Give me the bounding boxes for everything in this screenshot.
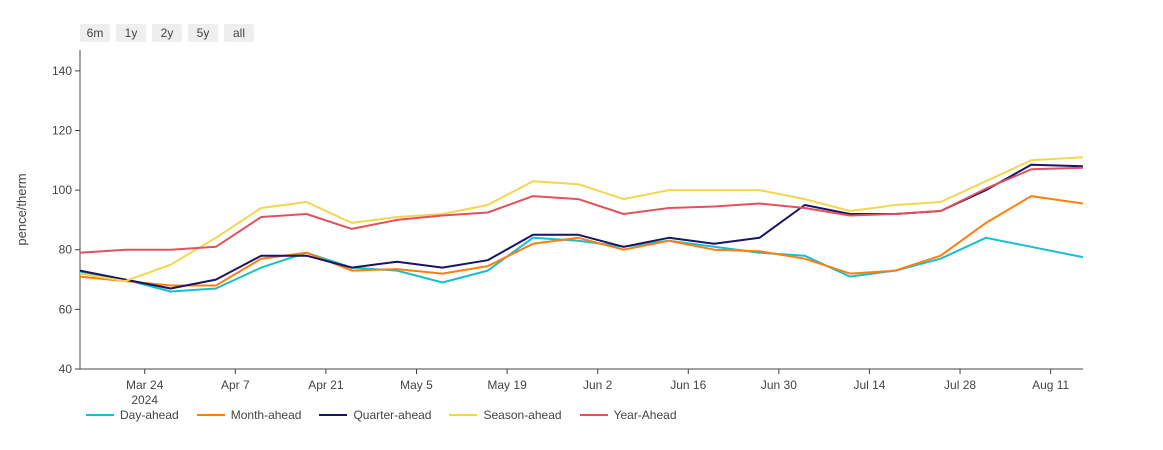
- x-tick-label: Aug 11: [1032, 378, 1069, 392]
- series-line-month-ahead: [80, 195, 1083, 287]
- range-button-2y[interactable]: 2y: [152, 24, 182, 42]
- legend-item-quarter-ahead[interactable]: Quarter-ahead: [319, 408, 431, 422]
- legend-label: Season-ahead: [483, 408, 562, 422]
- x-tick-label: May 5: [400, 378, 433, 392]
- legend-swatch: [86, 414, 114, 416]
- x-tick-label: Apr 21: [308, 378, 344, 392]
- series-line-day-ahead: [80, 236, 1083, 293]
- x-tick-label: Jun 16: [670, 378, 706, 392]
- y-axis-title: pence/therm: [14, 173, 29, 245]
- legend-label: Quarter-ahead: [353, 408, 432, 422]
- legend-label: Year-Ahead: [613, 408, 677, 422]
- legend-item-day-ahead[interactable]: Day-ahead: [86, 408, 179, 422]
- legend-label: Month-ahead: [230, 408, 302, 422]
- x-tick-label: Apr 7: [221, 378, 250, 392]
- y-tick-label: 140: [52, 64, 72, 78]
- legend-item-season-ahead[interactable]: Season-ahead: [449, 408, 562, 422]
- series-line-quarter-ahead: [80, 163, 1083, 290]
- x-tick-label: Mar 24: [126, 378, 164, 392]
- y-tick-label: 60: [59, 302, 73, 316]
- x-tick-label: Jul 14: [853, 378, 885, 392]
- series-line-year-ahead: [80, 166, 1083, 254]
- x-tick-label: Jun 2: [583, 378, 613, 392]
- range-button-6m[interactable]: 6m: [80, 24, 110, 42]
- legend-swatch: [449, 414, 478, 416]
- x-tick-sublabel: 2024: [131, 393, 158, 407]
- range-button-5y[interactable]: 5y: [188, 24, 218, 42]
- legend-item-month-ahead[interactable]: Month-ahead: [196, 408, 302, 422]
- x-tick-label: Jul 28: [944, 378, 976, 392]
- range-button-1y[interactable]: 1y: [116, 24, 146, 42]
- legend-swatch: [579, 414, 608, 416]
- x-tick-label: Jun 30: [761, 378, 797, 392]
- x-tick-label: May 19: [487, 378, 527, 392]
- legend-swatch: [319, 414, 348, 416]
- y-tick-label: 80: [59, 243, 73, 257]
- y-tick-label: 120: [52, 123, 72, 137]
- legend-label: Day-ahead: [120, 408, 179, 422]
- y-tick-label: 40: [59, 362, 73, 376]
- y-tick-label: 100: [52, 183, 72, 197]
- range-button-all[interactable]: all: [224, 24, 254, 42]
- series-line-season-ahead: [80, 156, 1083, 283]
- legend-item-year-ahead[interactable]: Year-Ahead: [579, 408, 677, 422]
- series-group: [80, 156, 1083, 293]
- range-selector: 6m 1y 2y 5y all: [80, 24, 254, 42]
- chart-legend: Day-ahead Month-ahead Quarter-ahead Seas…: [86, 408, 677, 422]
- legend-swatch: [196, 414, 225, 416]
